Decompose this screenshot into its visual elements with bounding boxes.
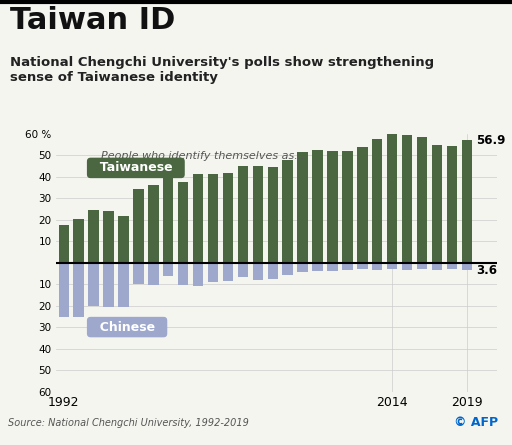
Bar — [312, 263, 323, 271]
Bar — [208, 263, 218, 282]
Bar — [297, 263, 308, 272]
Bar — [461, 140, 472, 263]
Bar — [342, 263, 353, 270]
Text: Source: National Chengchi University, 1992-2019: Source: National Chengchi University, 19… — [8, 418, 248, 428]
Bar — [118, 216, 129, 263]
Bar — [223, 173, 233, 263]
Bar — [103, 263, 114, 307]
Bar — [118, 263, 129, 307]
Bar — [387, 263, 397, 269]
Bar — [223, 263, 233, 281]
Bar — [357, 263, 368, 269]
Bar — [133, 189, 144, 263]
Text: Taiwan ID: Taiwan ID — [10, 6, 176, 35]
Text: 56.9: 56.9 — [476, 134, 505, 147]
Bar — [432, 263, 442, 270]
Bar — [133, 263, 144, 283]
Bar — [89, 210, 99, 263]
Bar — [268, 263, 278, 279]
Bar — [312, 150, 323, 263]
Bar — [252, 166, 263, 263]
Bar — [178, 263, 188, 285]
Bar — [327, 263, 338, 271]
Bar — [357, 147, 368, 263]
Bar — [268, 167, 278, 263]
Bar — [163, 263, 174, 276]
Bar — [417, 138, 427, 263]
Bar — [103, 211, 114, 263]
Text: © AFP: © AFP — [454, 416, 498, 429]
Text: National Chengchi University's polls show strengthening
sense of Taiwanese ident: National Chengchi University's polls sho… — [10, 56, 434, 84]
Bar — [74, 219, 84, 263]
Bar — [417, 263, 427, 269]
Bar — [148, 263, 159, 285]
Bar — [283, 160, 293, 263]
Bar — [402, 135, 412, 263]
Bar — [446, 263, 457, 269]
Bar — [372, 139, 382, 263]
Bar — [432, 146, 442, 263]
Bar — [238, 263, 248, 277]
Text: People who identify themselves as...: People who identify themselves as... — [101, 151, 305, 161]
Bar — [297, 152, 308, 263]
Bar — [238, 166, 248, 263]
Text: Chinese: Chinese — [91, 320, 163, 334]
Bar — [163, 177, 174, 263]
Bar — [252, 263, 263, 280]
Bar — [387, 133, 397, 263]
Text: Taiwanese: Taiwanese — [91, 162, 181, 174]
Bar — [402, 263, 412, 270]
Bar — [148, 185, 159, 263]
Bar — [193, 263, 203, 286]
Bar — [178, 182, 188, 263]
Bar — [58, 225, 69, 263]
Bar — [342, 151, 353, 263]
Text: 3.6: 3.6 — [476, 264, 497, 277]
Bar — [461, 263, 472, 270]
Bar — [193, 174, 203, 263]
Bar — [208, 174, 218, 263]
Bar — [446, 146, 457, 263]
Bar — [89, 263, 99, 306]
Bar — [327, 151, 338, 263]
Bar — [283, 263, 293, 275]
Bar — [74, 263, 84, 317]
Bar — [58, 263, 69, 317]
Bar — [372, 263, 382, 270]
